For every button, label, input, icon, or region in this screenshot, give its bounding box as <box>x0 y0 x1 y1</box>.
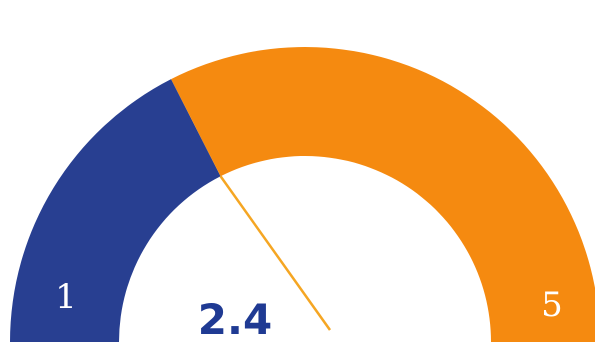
gauge-max-label: 5 <box>541 285 563 325</box>
gauge-filled-arc <box>10 79 221 342</box>
gauge-value-label: 2.4 <box>198 295 272 343</box>
gauge-min-label: 1 <box>55 277 77 317</box>
